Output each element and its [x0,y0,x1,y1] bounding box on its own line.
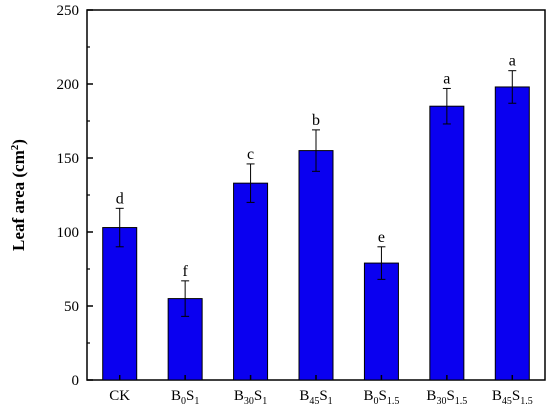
significance-letter: d [116,190,124,207]
x-tick-label: CK [109,388,130,404]
y-tick-label: 150 [57,151,80,167]
significance-letter: e [378,229,385,246]
y-axis-title: Leaf area (cm2) [9,139,28,251]
bar [429,105,465,381]
x-tick-label: B45S1 [299,388,332,407]
significance-letter: a [509,53,516,70]
significance-letter: f [182,263,188,280]
plot-area: 0 50 100 150 200 250 d CK f B0S1 c B30S1 b B45S1 e B0S1… [57,3,546,407]
bar [298,150,334,381]
x-tick-label: B0S1.5 [363,388,399,407]
x-tick-label: B30S1 [234,388,267,407]
significance-letter: c [247,146,254,163]
bar [494,86,530,381]
y-tick-label: 50 [64,299,79,315]
x-tick-label: B30S1.5 [426,388,467,407]
y-tick-label: 100 [57,225,80,241]
bar [233,182,269,381]
y-tick-label: 0 [72,373,80,389]
x-tick-label: B0S1 [171,388,199,407]
bar [102,227,138,381]
significance-letter: b [312,112,320,129]
y-tick-label: 250 [57,3,80,19]
significance-letter: a [443,70,450,87]
y-tick-label: 200 [57,77,80,93]
y-axis-title-text: Leaf area (cm2) [9,139,28,251]
bar [363,262,399,381]
x-tick-label: B45S1.5 [492,388,533,407]
